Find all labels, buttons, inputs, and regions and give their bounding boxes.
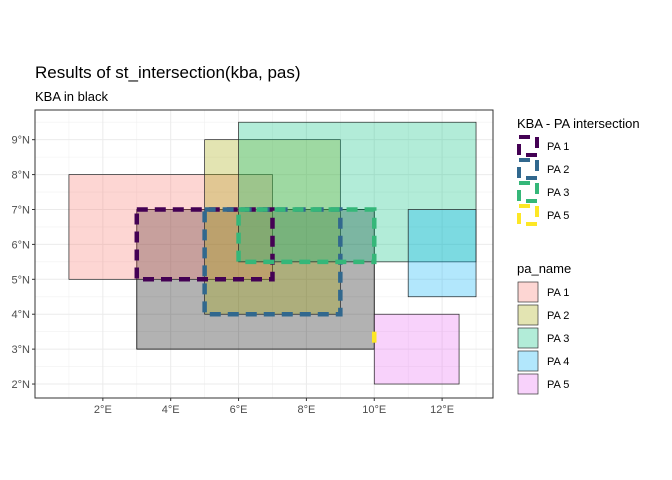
x-tick-label: 8°E <box>297 404 315 416</box>
legend-pa-key <box>517 327 539 349</box>
pa-polygon-pa5 <box>373 313 460 385</box>
chart-subtitle: KBA in black <box>35 89 108 104</box>
y-tick-label: 6°N <box>12 239 31 251</box>
legend-pa-key <box>517 304 539 326</box>
legend-pa-key-bg <box>518 328 538 348</box>
y-tick-label: 8°N <box>12 170 31 182</box>
x-tick-label: 4°E <box>162 404 180 416</box>
legend-intersection-label: PA 1 <box>547 141 569 153</box>
legend-intersection-key <box>517 158 539 180</box>
y-tick-label: 9°N <box>12 135 31 147</box>
panel-background <box>35 110 493 398</box>
legend-intersection-label: PA 2 <box>547 164 569 176</box>
x-tick-label: 6°E <box>230 404 248 416</box>
legend-pa-key-bg <box>518 374 538 394</box>
legend-pa-label: PA 5 <box>547 379 569 391</box>
x-tick-label: 10°E <box>362 404 386 416</box>
plot-panel <box>34 109 494 399</box>
legend-pa-key-bg <box>518 351 538 371</box>
legend-pa-key-bg <box>518 305 538 325</box>
legend-intersection-title: KBA - PA intersection <box>517 116 640 131</box>
legend-pa-label: PA 2 <box>547 310 569 322</box>
legend-pa-key <box>517 281 539 303</box>
panel-border <box>34 109 494 399</box>
x-axis: 2°E 4°E 6°E 8°E 10°E 12°E <box>94 398 454 416</box>
legend-pa-title: pa_name <box>517 261 571 276</box>
x-tick-label: 12°E <box>430 404 454 416</box>
legend-intersection-label: PA 5 <box>547 210 569 222</box>
y-tick-label: 2°N <box>12 379 31 391</box>
legend-intersection-label: PA 3 <box>547 187 569 199</box>
y-tick-label: 5°N <box>12 274 31 286</box>
legend-pa-key <box>517 350 539 372</box>
intersection-pa3 <box>236 207 377 265</box>
x-tick-label: 2°E <box>94 404 112 416</box>
legend-intersection: KBA - PA intersection PA 1 PA 2 PA 3 PA 5 <box>517 116 640 226</box>
legend-pa-label: PA 3 <box>547 333 569 345</box>
y-tick-label: 4°N <box>12 309 31 321</box>
legend-pa-label: PA 1 <box>547 287 569 299</box>
intersection-pa1 <box>134 207 275 282</box>
legend-pa-label: PA 4 <box>547 356 569 368</box>
pa-polygon-pa4 <box>407 209 477 298</box>
pa-polygon-pa3 <box>238 121 477 263</box>
legend-intersection-key <box>517 204 539 226</box>
legend-pa-key <box>517 373 539 395</box>
y-tick-label: 3°N <box>12 344 31 356</box>
chart-title: Results of st_intersection(kba, pas) <box>35 63 301 82</box>
y-axis: 2°N 3°N 4°N 5°N 6°N 7°N 8°N 9°N <box>12 135 35 391</box>
legend-intersection-key <box>517 135 539 157</box>
y-tick-label: 7°N <box>12 204 31 216</box>
legend-intersection-key <box>517 181 539 203</box>
legend-pa-name: pa_name PA 1 PA 2 PA 3 PA 4 PA 5 <box>517 261 571 395</box>
legend-pa-key-bg <box>518 282 538 302</box>
